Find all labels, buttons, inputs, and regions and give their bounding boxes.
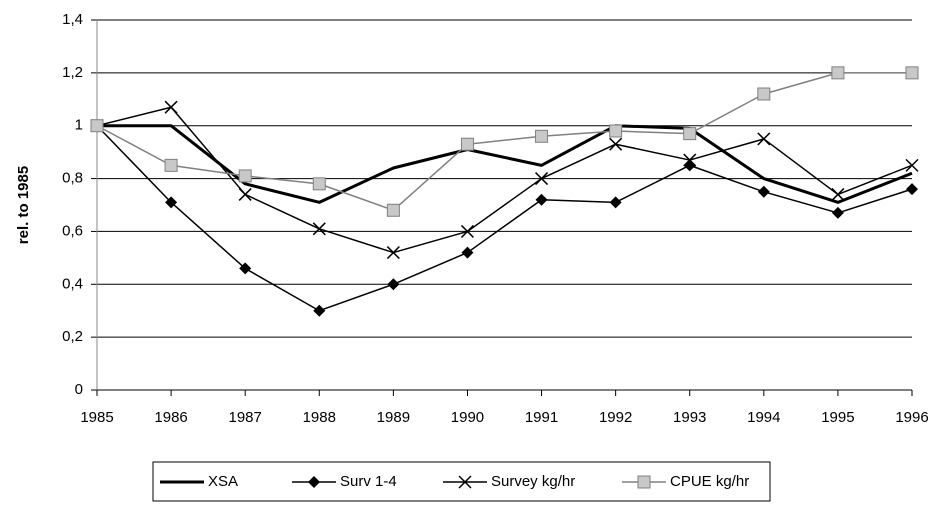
marker (905, 158, 919, 172)
series-line (96, 106, 913, 254)
marker (535, 172, 549, 186)
y-tick-label: 0,4 (62, 275, 83, 292)
y-tick-label: 1,4 (62, 11, 83, 28)
x-tick-label: 1991 (525, 409, 558, 426)
marker (609, 124, 623, 138)
x-tick-label: 1995 (821, 409, 854, 426)
marker (609, 137, 623, 151)
marker (386, 203, 400, 217)
y-tick-label: 0,2 (62, 328, 83, 345)
y-tick-label: 0,8 (62, 170, 83, 187)
marker (238, 187, 252, 201)
legend-label: Survey kg/hr (491, 473, 575, 490)
marker (460, 224, 474, 238)
y-tick-label: 0 (75, 381, 83, 398)
x-tick-label: 1986 (154, 409, 187, 426)
marker (831, 66, 845, 80)
marker (831, 187, 845, 201)
marker (460, 137, 474, 151)
marker (461, 246, 474, 259)
series-line (96, 125, 913, 312)
marker (637, 475, 651, 489)
marker (683, 153, 697, 167)
x-tick-label: 1987 (228, 409, 261, 426)
marker (757, 185, 770, 198)
marker (239, 262, 252, 275)
marker (458, 475, 472, 489)
legend-box (152, 461, 771, 502)
x-tick-label: 1985 (80, 409, 113, 426)
y-axis-label: rel. to 1985 (15, 166, 32, 244)
marker (164, 158, 178, 172)
marker (609, 196, 622, 209)
legend-label: XSA (208, 473, 238, 490)
marker (312, 177, 326, 191)
y-tick-label: 1 (75, 117, 83, 134)
marker (308, 476, 320, 488)
legend-label: CPUE kg/hr (670, 473, 749, 490)
marker (683, 127, 697, 141)
y-tick-label: 1,2 (62, 64, 83, 81)
marker (313, 304, 326, 317)
marker (757, 132, 771, 146)
marker (535, 129, 549, 143)
marker (905, 66, 919, 80)
y-tick-label: 0,6 (62, 222, 83, 239)
marker (683, 159, 696, 172)
series-line (96, 72, 912, 212)
x-tick-label: 1992 (599, 409, 632, 426)
marker (906, 183, 918, 196)
marker (312, 222, 326, 236)
x-tick-label: 1988 (303, 409, 336, 426)
x-tick-label: 1996 (895, 409, 928, 426)
marker (238, 169, 252, 183)
marker (535, 193, 548, 206)
marker (387, 278, 400, 291)
marker (90, 119, 104, 133)
x-tick-label: 1993 (673, 409, 706, 426)
legend-label: Surv 1-4 (340, 473, 397, 490)
marker (386, 246, 400, 260)
x-tick-label: 1989 (377, 409, 410, 426)
x-tick-label: 1994 (747, 409, 780, 426)
marker (164, 100, 178, 114)
x-tick-label: 1990 (451, 409, 484, 426)
marker (831, 206, 844, 219)
marker (757, 87, 771, 101)
marker (165, 196, 178, 209)
